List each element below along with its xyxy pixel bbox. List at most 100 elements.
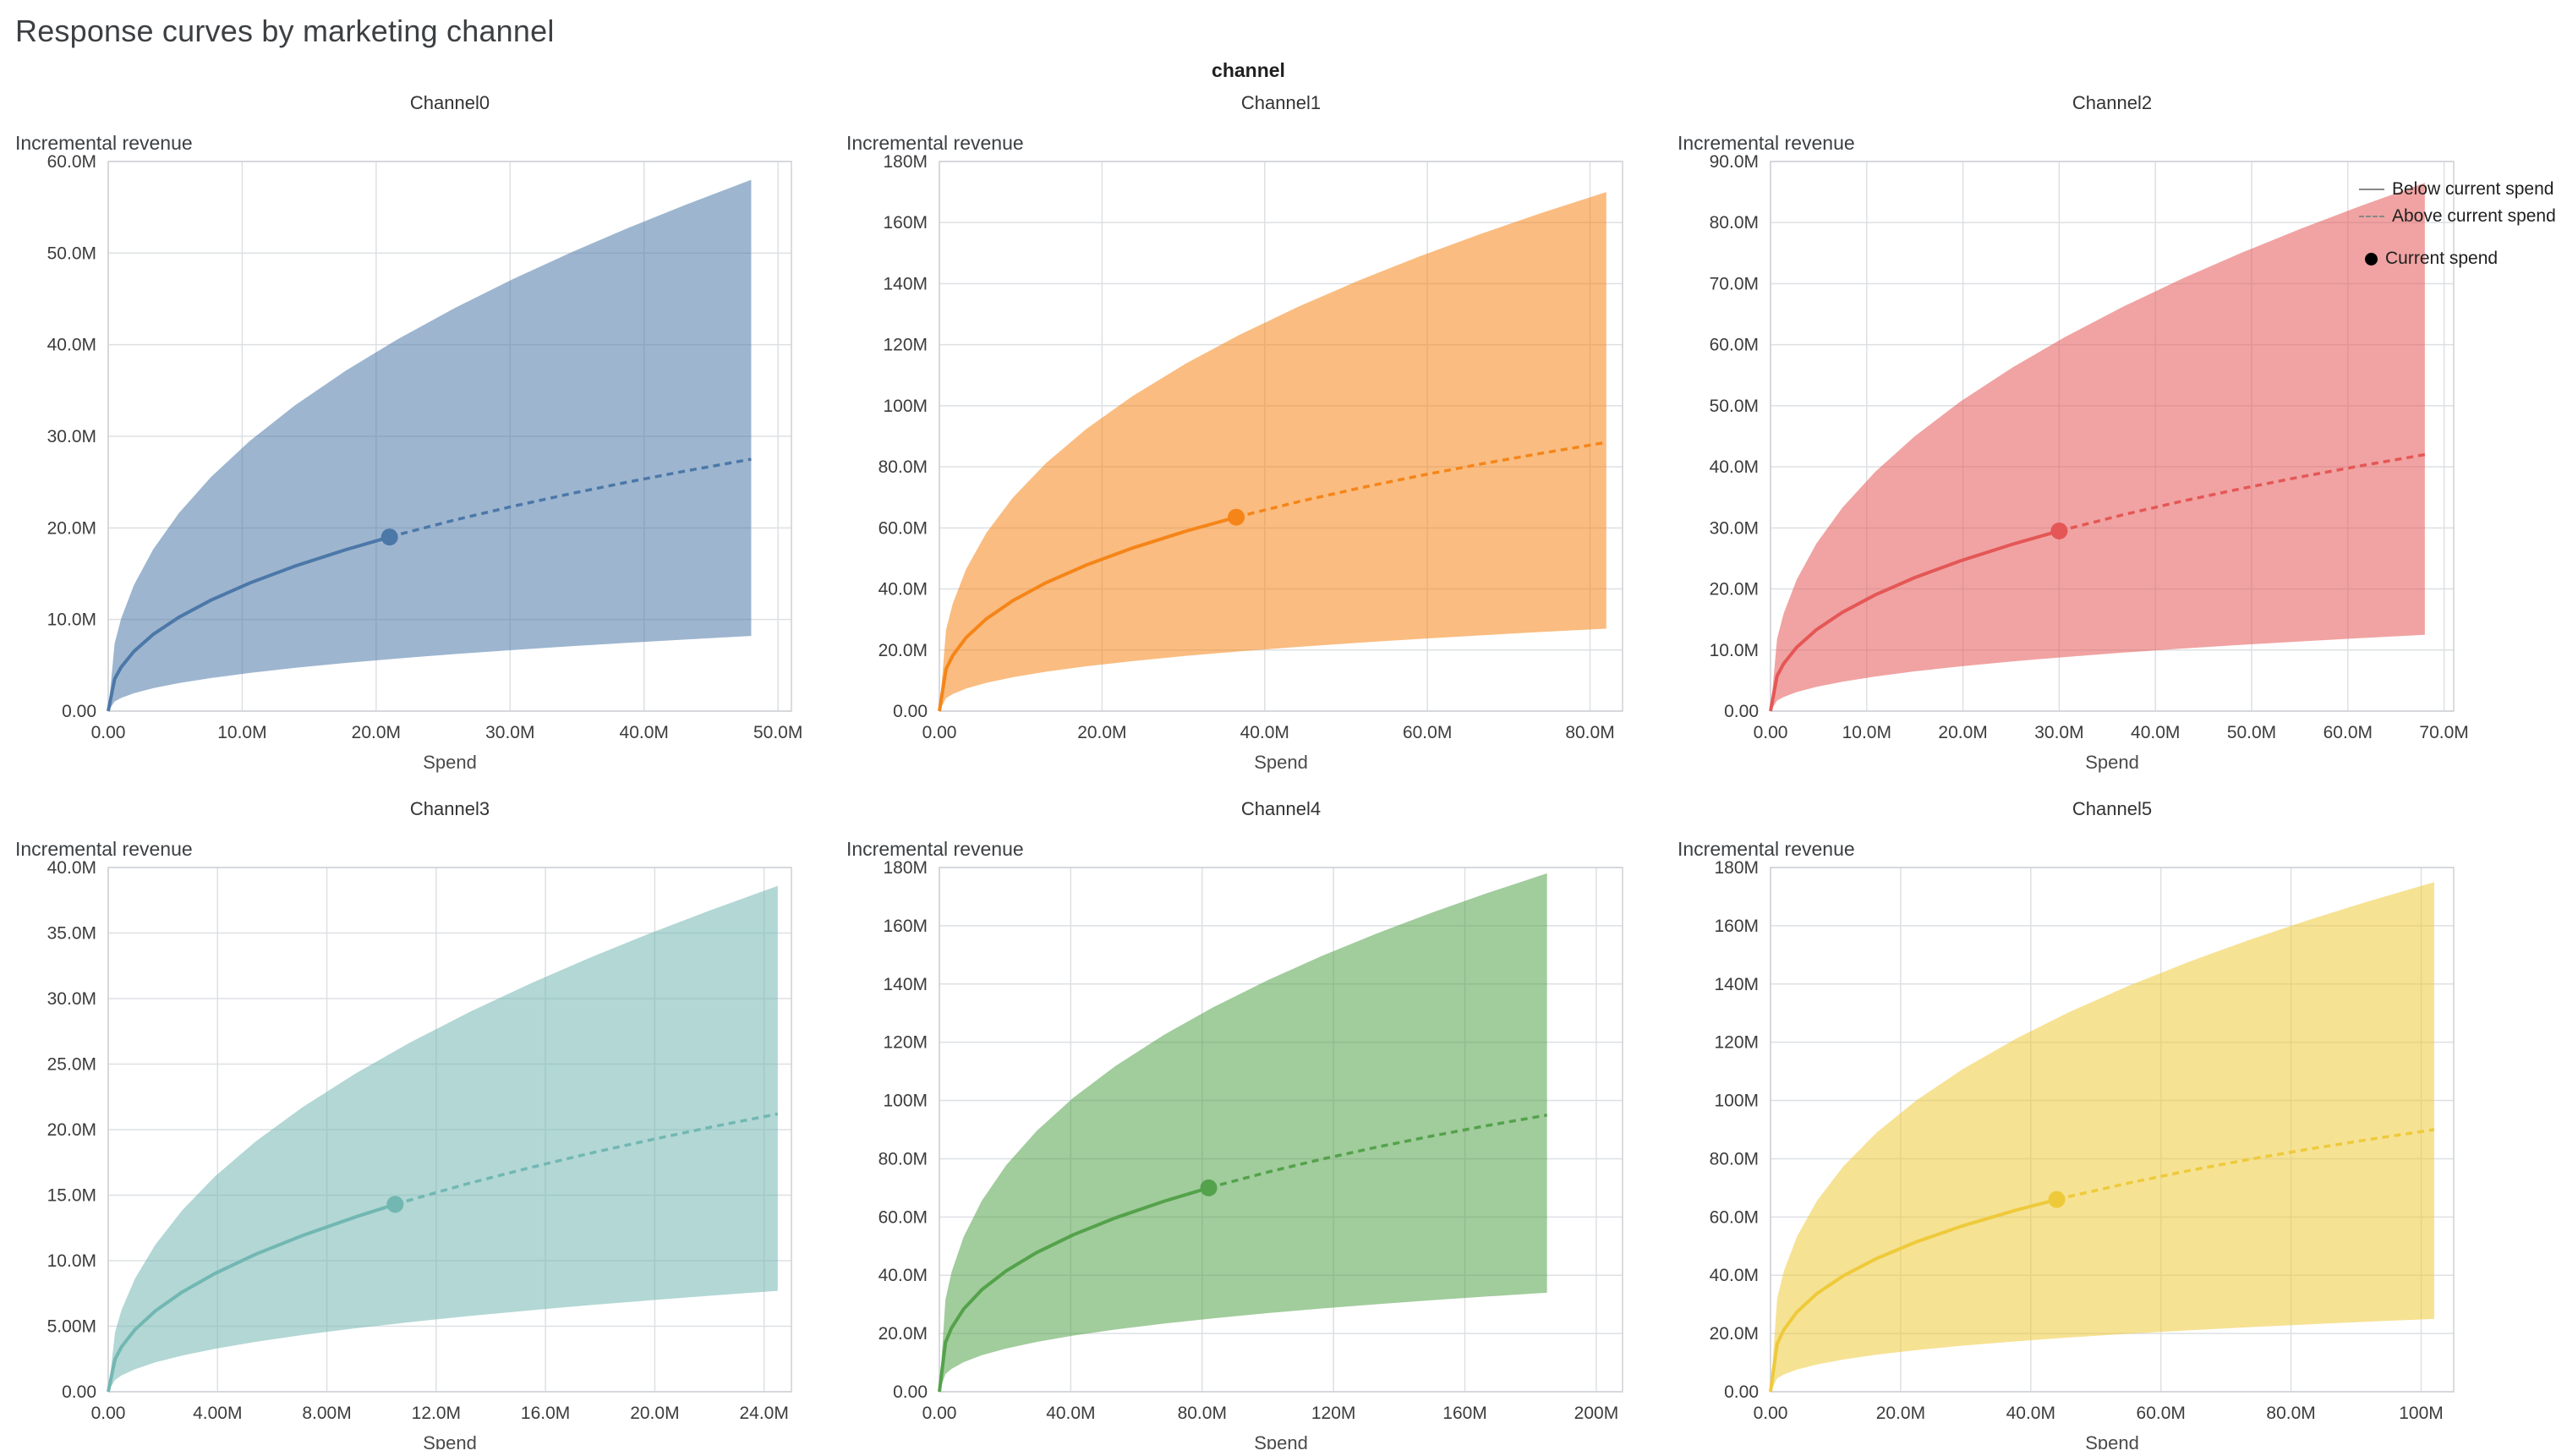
y-tick-label: 160M bbox=[1714, 917, 1759, 936]
y-tick-label: 20.0M bbox=[47, 1120, 96, 1140]
current-spend-dot bbox=[1200, 1179, 1218, 1196]
solid-line-icon bbox=[2359, 189, 2384, 190]
x-tick-label: 0.00 bbox=[1754, 723, 1788, 742]
x-tick-label: 80.0M bbox=[2266, 1404, 2315, 1423]
y-tick-label: 100M bbox=[883, 1092, 928, 1111]
y-tick-label: 140M bbox=[1714, 975, 1759, 994]
x-tick-label: 120M bbox=[1311, 1404, 1356, 1423]
dashed-line-icon bbox=[2359, 216, 2384, 217]
plot-frame bbox=[107, 867, 792, 1393]
y-tick-label: 0.00 bbox=[62, 702, 96, 721]
y-axis-title: Incremental revenue bbox=[1678, 838, 1855, 860]
chart-cell-channel4: 0.00 40.0M 80.0M 120M 160M 200M 0.00 20.0M 40.0M… bbox=[845, 790, 1652, 1453]
confidence-band bbox=[108, 885, 778, 1392]
confidence-band bbox=[939, 873, 1547, 1392]
facet-title: channel bbox=[1212, 59, 1285, 81]
x-tick-label: 16.0M bbox=[521, 1404, 570, 1423]
y-tick-label: 50.0M bbox=[47, 244, 96, 263]
chart-cell-channel3: 0.00 4.00M 8.00M 12.0M 16.0M 20.0M 24.0M 0.00 5.… bbox=[14, 790, 821, 1453]
x-tick-label: 40.0M bbox=[2131, 723, 2180, 742]
y-tick-label: 100M bbox=[1714, 1092, 1759, 1111]
dot-icon bbox=[2365, 252, 2378, 265]
x-tick-label: 24.0M bbox=[739, 1404, 788, 1423]
x-tick-label: 4.00M bbox=[193, 1404, 242, 1423]
y-tick-label: 140M bbox=[883, 975, 928, 994]
y-tick-label: 10.0M bbox=[47, 610, 96, 630]
current-spend-dot bbox=[386, 1196, 404, 1213]
x-tick-label: 0.00 bbox=[922, 723, 957, 742]
y-tick-label: 40.0M bbox=[47, 858, 96, 878]
x-axis-title: Spend bbox=[1254, 1432, 1308, 1449]
mean-curve-below-spend bbox=[107, 535, 391, 712]
x-axis-title: Spend bbox=[423, 752, 477, 773]
y-axis-title: Incremental revenue bbox=[15, 838, 193, 860]
y-tick-label: 30.0M bbox=[47, 427, 96, 446]
x-tick-label: 30.0M bbox=[485, 723, 534, 742]
x-axis-title: Spend bbox=[2085, 752, 2139, 773]
y-tick-label: 80.0M bbox=[1710, 213, 1759, 233]
y-axis-title: Incremental revenue bbox=[1678, 132, 1855, 154]
y-tick-label: 20.0M bbox=[1710, 580, 1759, 599]
x-tick-label: 40.0M bbox=[2006, 1404, 2055, 1423]
y-tick-label: 180M bbox=[883, 858, 928, 878]
plot-frame bbox=[107, 161, 792, 712]
x-tick-label: 10.0M bbox=[1842, 723, 1891, 742]
legend: Below current spend Above current spend … bbox=[2359, 179, 2560, 276]
x-axis-title: Spend bbox=[2085, 1432, 2139, 1449]
mean-curve-below-spend bbox=[1769, 529, 2060, 712]
y-axis-title: Incremental revenue bbox=[15, 132, 193, 154]
x-tick-label: 100M bbox=[2399, 1404, 2444, 1423]
y-tick-label: 90.0M bbox=[1710, 152, 1759, 172]
mean-curve-above-spend bbox=[394, 1112, 779, 1207]
y-axis-title: Incremental revenue bbox=[846, 838, 1024, 860]
chart-title: Channel4 bbox=[1241, 798, 1321, 819]
chart-svg-channel2: 0.00 10.0M 20.0M 30.0M 40.0M 50.0M 60.0M 70.0M 0… bbox=[1678, 92, 2469, 773]
mean-curve-below-spend bbox=[107, 1202, 396, 1393]
y-tick-label: 160M bbox=[883, 213, 928, 233]
x-tick-label: 0.00 bbox=[91, 723, 126, 742]
y-tick-label: 20.0M bbox=[47, 518, 96, 538]
y-tick-label: 80.0M bbox=[878, 457, 928, 477]
x-tick-label: 20.0M bbox=[1077, 723, 1126, 742]
x-tick-label: 50.0M bbox=[2227, 723, 2276, 742]
x-tick-label: 60.0M bbox=[2137, 1404, 2186, 1423]
legend-label: Below current spend bbox=[2392, 179, 2554, 199]
chart-cell-channel0: 0.00 10.0M 20.0M 30.0M 40.0M 50.0M 0.00 10.0M 20… bbox=[14, 84, 821, 781]
confidence-band bbox=[1771, 183, 2425, 711]
mean-curve-above-spend bbox=[389, 457, 752, 539]
chart-title: Channel2 bbox=[2072, 92, 2152, 113]
x-tick-label: 0.00 bbox=[1754, 1404, 1788, 1423]
current-spend-dot bbox=[2048, 1191, 2066, 1208]
legend-label: Current spend bbox=[2385, 249, 2499, 268]
plot-frame bbox=[939, 161, 1623, 712]
x-tick-label: 40.0M bbox=[1240, 723, 1289, 742]
x-axis-title: Spend bbox=[423, 1432, 477, 1449]
y-tick-label: 180M bbox=[1714, 858, 1759, 878]
y-tick-label: 100M bbox=[883, 397, 928, 416]
y-tick-label: 40.0M bbox=[878, 1266, 928, 1285]
plot-frame bbox=[1770, 867, 2455, 1393]
x-tick-label: 20.0M bbox=[630, 1404, 679, 1423]
confidence-band bbox=[939, 192, 1606, 712]
y-tick-label: 20.0M bbox=[1710, 1324, 1759, 1344]
chart-title: Channel1 bbox=[1241, 92, 1321, 113]
y-axis-title: Incremental revenue bbox=[846, 132, 1024, 154]
y-tick-label: 10.0M bbox=[1710, 641, 1759, 660]
chart-cell-channel1: 0.00 20.0M 40.0M 60.0M 80.0M 0.00 20.0M 40.0M 60… bbox=[845, 84, 1652, 781]
chart-title: Channel5 bbox=[2072, 798, 2152, 819]
x-tick-label: 70.0M bbox=[2419, 723, 2468, 742]
y-tick-label: 120M bbox=[1714, 1033, 1759, 1053]
x-tick-label: 10.0M bbox=[217, 723, 266, 742]
current-spend-dot bbox=[1228, 508, 1245, 526]
legend-item-below-current-spend: Below current spend bbox=[2359, 179, 2560, 200]
mean-curve-below-spend bbox=[938, 1185, 1210, 1393]
x-tick-label: 0.00 bbox=[922, 1404, 957, 1423]
y-tick-label: 40.0M bbox=[1710, 1266, 1759, 1285]
confidence-band bbox=[108, 179, 752, 712]
y-tick-label: 40.0M bbox=[47, 336, 96, 355]
page-title: Response curves by marketing channel bbox=[15, 14, 555, 48]
x-tick-label: 8.00M bbox=[302, 1404, 351, 1423]
confidence-band bbox=[1771, 882, 2434, 1392]
x-tick-label: 30.0M bbox=[2034, 723, 2083, 742]
x-tick-label: 20.0M bbox=[1938, 723, 1987, 742]
